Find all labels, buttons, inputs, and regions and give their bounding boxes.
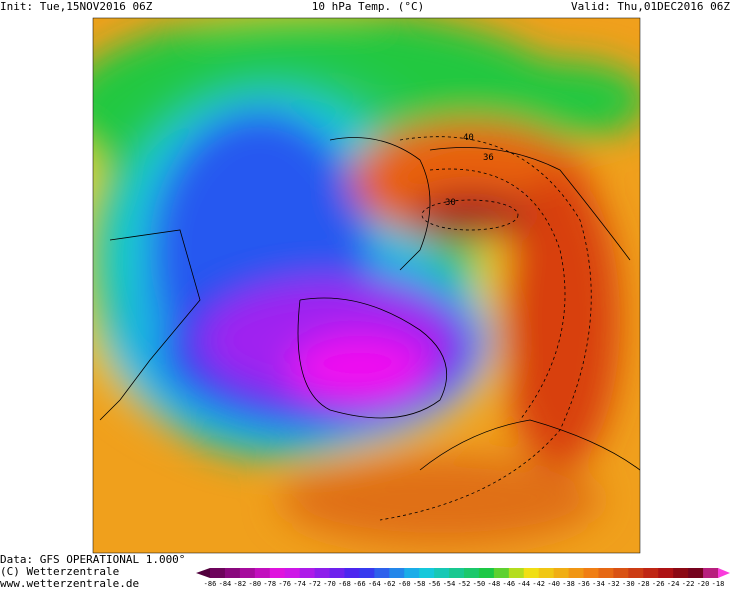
colorbar-segment: [434, 568, 450, 578]
colorbar-label: -42: [532, 580, 545, 588]
colorbar-segment: [523, 568, 540, 578]
colorbar-label: -44: [517, 580, 530, 588]
colorbar-segment: [628, 568, 644, 578]
colorbar-segment: [673, 568, 689, 578]
colorbar-segment: [284, 568, 301, 578]
map-frame: [92, 17, 641, 554]
colorbar-label: -30: [622, 580, 635, 588]
colorbar-segment: [643, 568, 659, 578]
map-title: 10 hPa Temp. (°C): [312, 0, 425, 13]
colorbar-label: -34: [592, 580, 605, 588]
colorbar-label: -32: [607, 580, 620, 588]
colorbar-label: -60: [398, 580, 411, 588]
colorbar-label: -56: [428, 580, 441, 588]
colorbar-segment: [688, 568, 704, 578]
colorbar-segment: [583, 568, 599, 578]
colorbar-label: -50: [473, 580, 486, 588]
colorbar-segment: [344, 568, 360, 578]
colorbar-label: -68: [338, 580, 351, 588]
colorbar-label: -80: [248, 580, 261, 588]
colorbar-label: -54: [443, 580, 456, 588]
contour-label: 40: [463, 133, 474, 143]
colorbar-segment: [389, 568, 405, 578]
colorbar-label: -52: [458, 580, 471, 588]
colorbar-label: -76: [278, 580, 291, 588]
colorbar-label: -26: [652, 580, 665, 588]
colorbar-label: -40: [547, 580, 560, 588]
website: www.wetterzentrale.de: [0, 577, 139, 590]
colorbar-label: -66: [353, 580, 366, 588]
init-time: Init: Tue,15NOV2016 06Z: [0, 0, 153, 13]
colorbar-label: -38: [562, 580, 575, 588]
contour-label: 36: [483, 153, 494, 163]
colorbar-label: -74: [293, 580, 306, 588]
colorbar-label: -78: [263, 580, 276, 588]
colorbar-label: -22: [682, 580, 695, 588]
colorbar-label: -24: [667, 580, 680, 588]
colorbar-end: [196, 568, 210, 578]
colorbar-segment: [210, 568, 226, 578]
colorbar-label: -64: [368, 580, 381, 588]
colorbar-label: -84: [219, 580, 232, 588]
colorbar-segment: [493, 568, 510, 578]
colorbar-segment: [254, 568, 271, 578]
contours: [379, 136, 592, 521]
colorbar-segment: [269, 568, 286, 578]
colorbar-segment: [239, 568, 256, 578]
colorbar-label: -82: [234, 580, 247, 588]
colorbar-segment: [553, 568, 570, 578]
colorbar-segment: [329, 568, 345, 578]
colorbar-label: -36: [577, 580, 590, 588]
colorbar-segment: [359, 568, 375, 578]
contour-label: 30: [445, 198, 456, 208]
colorbar-segment: [449, 568, 465, 578]
colorbar-segment: [613, 568, 629, 578]
colorbar-segment: [598, 568, 614, 578]
colorbar-segment: [508, 568, 525, 578]
colorbar-label: -28: [637, 580, 650, 588]
colorbar-label: -70: [323, 580, 336, 588]
copyright: (C) Wetterzentrale: [0, 565, 119, 578]
colorbar-segment: [224, 568, 241, 578]
colorbar-segment: [464, 568, 480, 578]
colorbar-end: [718, 568, 730, 578]
data-source: Data: GFS OPERATIONAL 1.000°: [0, 553, 185, 566]
colorbar-segment: [404, 568, 420, 578]
colorbar-segment: [703, 568, 719, 578]
colorbar-label: -58: [413, 580, 426, 588]
colorbar-segment: [299, 568, 316, 578]
colorbar-label: -72: [308, 580, 321, 588]
colorbar-label: -46: [502, 580, 515, 588]
colorbar-segment: [478, 568, 495, 578]
colorbar-label: -48: [488, 580, 501, 588]
colorbar-segment: [568, 568, 585, 578]
colorbar-label: -62: [383, 580, 396, 588]
colorbar-segment: [374, 568, 390, 578]
coastlines: [99, 137, 640, 471]
valid-time: Valid: Thu,01DEC2016 06Z: [571, 0, 730, 13]
colorbar-segment: [658, 568, 674, 578]
colorbar-segment: [419, 568, 435, 578]
colorbar-label: -18: [712, 580, 725, 588]
temperature-field: 40 36 30: [93, 18, 640, 553]
colorbar-segment: [538, 568, 555, 578]
colorbar-label: -86: [204, 580, 217, 588]
colorbar-label: -20: [697, 580, 710, 588]
colorbar-segment: [314, 568, 331, 578]
